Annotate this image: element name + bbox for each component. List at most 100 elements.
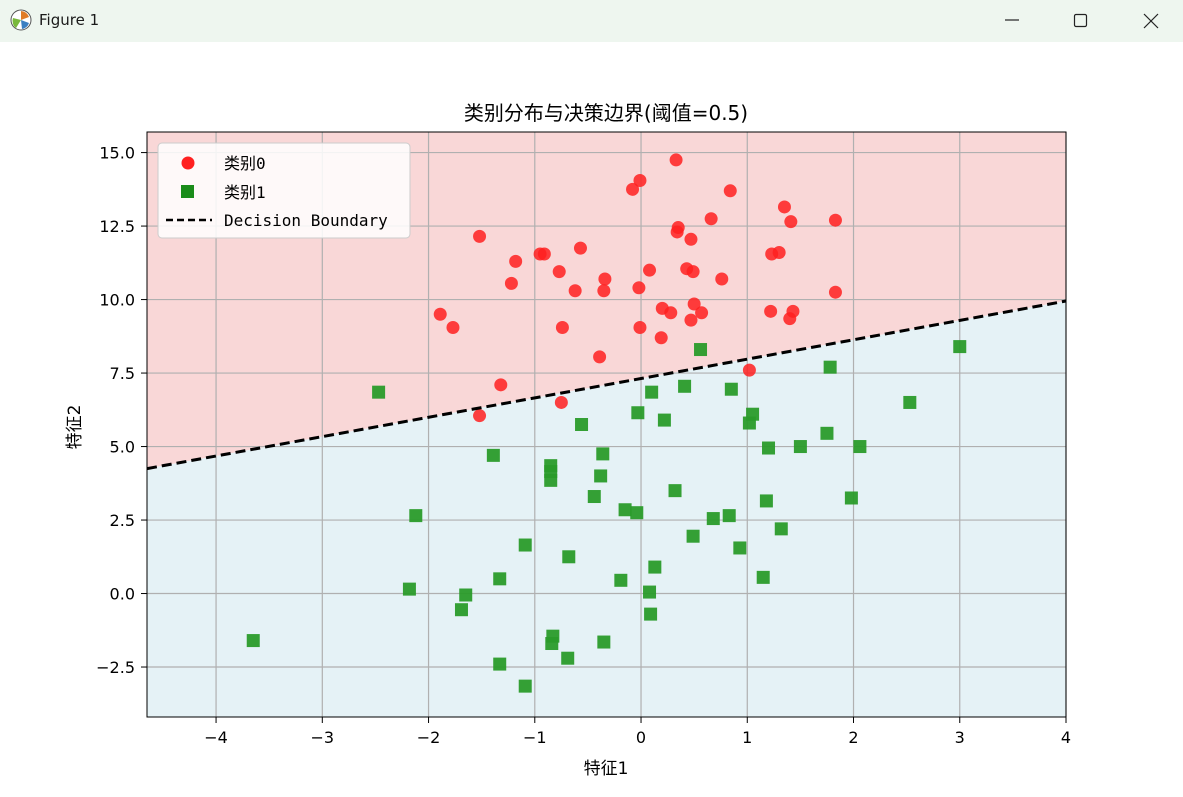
y-tick-label: 7.5 <box>110 364 135 383</box>
figure-canvas: −4 −3 −2 −1 0 1 2 3 4 −2.5 0.0 2.5 5.0 7.5 10.0 12.5 15.… <box>65 101 1071 779</box>
class1-point <box>722 509 736 523</box>
class1-point <box>774 522 788 536</box>
class0-point <box>686 265 700 279</box>
class1-point <box>631 406 645 420</box>
close-button[interactable] <box>1128 0 1174 42</box>
legend-box <box>157 142 411 239</box>
legend-marker-class0 <box>181 156 195 170</box>
class1-point <box>823 360 837 374</box>
x-tick-label: 4 <box>1061 728 1071 747</box>
class1-point <box>648 560 662 574</box>
y-tick-label: 5.0 <box>110 438 135 457</box>
class1-point <box>246 634 260 648</box>
class1-point <box>587 490 601 504</box>
class1-point <box>756 570 770 584</box>
class1-point <box>645 385 659 399</box>
class1-point <box>518 538 532 552</box>
x-tick-label: −2 <box>417 728 441 747</box>
y-tick-label: 10.0 <box>99 291 135 310</box>
class1-point <box>903 395 917 409</box>
legend-label-class0: 类别0 <box>224 154 266 173</box>
plot-frame <box>146 131 1067 718</box>
class1-point <box>372 385 386 399</box>
class1-point <box>844 491 858 505</box>
class0-point <box>555 320 569 334</box>
class0-point <box>632 281 646 295</box>
y-tick-label: 0.0 <box>110 585 135 604</box>
class0-point <box>593 350 607 364</box>
class0-point <box>669 153 683 167</box>
legend-label-class1: 类别1 <box>224 183 266 202</box>
class0-point <box>626 182 640 196</box>
class0-point <box>633 174 647 188</box>
class1-point <box>733 541 747 555</box>
class0-point <box>473 409 487 423</box>
class0-point <box>764 304 778 318</box>
class1-point <box>409 509 423 523</box>
maximize-button[interactable] <box>1058 0 1104 42</box>
class1-point <box>597 635 611 649</box>
class0-point <box>777 200 791 214</box>
class0-point <box>597 284 611 298</box>
class1-point <box>668 484 682 498</box>
x-axis-label: 特征1 <box>584 759 629 779</box>
y-tick-label: 2.5 <box>110 511 135 530</box>
decision-boundary-line <box>147 299 1066 471</box>
class1-point <box>643 585 657 599</box>
class1-point <box>762 441 776 455</box>
class1-point <box>618 503 632 517</box>
class1-point <box>594 469 608 483</box>
close-icon <box>1143 13 1159 29</box>
class1-point <box>793 440 807 454</box>
class0-point <box>554 395 568 409</box>
chart-title: 类别分布与决策边界(阈值=0.5) <box>464 101 748 125</box>
class1-point <box>630 506 644 520</box>
class0-point <box>552 265 566 279</box>
class0-point <box>684 232 698 246</box>
class0-point <box>598 272 612 286</box>
class1-point <box>493 657 507 671</box>
minimize-button[interactable] <box>989 0 1035 42</box>
matplotlib-logo-icon <box>10 9 32 31</box>
legend: 类别0 类别1 Decision Boundary <box>157 142 411 239</box>
class1-point <box>820 426 834 440</box>
class0-point <box>433 307 447 321</box>
class1-point <box>545 637 559 651</box>
x-tick-label: 3 <box>955 728 965 747</box>
class0-point <box>687 297 701 311</box>
class1-point <box>486 448 500 462</box>
class1-point <box>596 447 610 461</box>
class1-point <box>544 473 558 487</box>
y-axis-label: 特征2 <box>65 405 85 450</box>
class0-point <box>742 363 756 377</box>
class0-point <box>509 254 523 268</box>
class0-point <box>537 247 551 261</box>
class0-point <box>664 306 678 320</box>
class0-point <box>715 272 729 286</box>
scatter-points <box>246 153 967 693</box>
y-tick-label: −2.5 <box>96 658 135 677</box>
class1-point <box>518 679 532 693</box>
class0-point <box>473 229 487 243</box>
x-tick-label: 0 <box>636 728 646 747</box>
class1-point <box>678 379 692 393</box>
class0-point <box>654 331 668 345</box>
class0-point <box>670 225 684 239</box>
class1-point <box>742 416 756 430</box>
class1-point <box>686 529 700 543</box>
class0-point <box>723 184 737 198</box>
class0-point <box>446 320 460 334</box>
class1-point <box>694 343 708 357</box>
class0-point <box>695 306 709 320</box>
class1-point <box>644 607 658 621</box>
region-class1 <box>147 301 1066 717</box>
class1-point <box>853 440 867 454</box>
class1-point <box>402 582 416 596</box>
class1-point <box>706 512 720 526</box>
window-titlebar: Figure 1 <box>0 0 1183 42</box>
class1-point <box>724 382 738 396</box>
x-tick-label: −1 <box>523 728 547 747</box>
class0-point <box>504 276 518 290</box>
class0-point <box>784 215 798 229</box>
class0-point <box>568 284 582 298</box>
